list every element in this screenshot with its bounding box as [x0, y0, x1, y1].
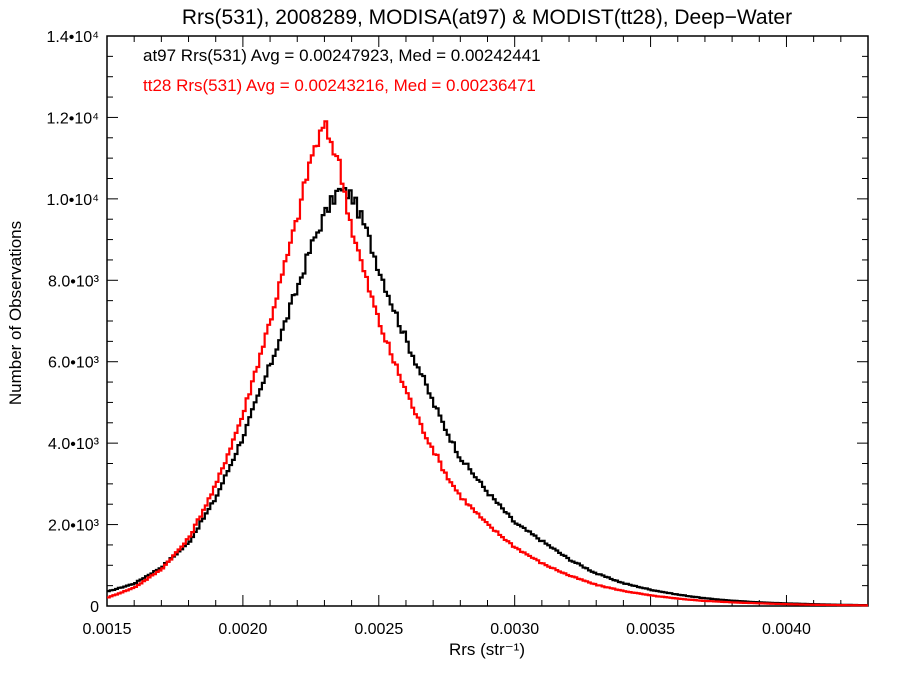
annotation-tt28: tt28 Rrs(531) Avg = 0.00243216, Med = 0.…: [143, 76, 536, 95]
y-tick-label: 6.0•10³: [48, 355, 100, 372]
y-tick-label: 0: [90, 599, 99, 616]
y-axis-label: Number of Observations: [6, 221, 25, 405]
x-tick-label: 0.0025: [354, 621, 403, 638]
y-tick-label: 1.0•10⁴: [46, 192, 99, 209]
annotation-at97: at97 Rrs(531) Avg = 0.00247923, Med = 0.…: [143, 46, 541, 65]
series-line-0: [107, 187, 868, 607]
x-tick-label: 0.0035: [626, 621, 675, 638]
x-tick-label: 0.0040: [762, 621, 811, 638]
plot-frame: [106, 35, 869, 607]
y-tick-label: 8.0•10³: [48, 273, 100, 290]
y-tick-label: 1.2•10⁴: [46, 110, 99, 127]
series-line-1: [107, 120, 868, 607]
y-tick-label: 1.4•10⁴: [46, 29, 99, 46]
x-tick-label: 0.0015: [83, 621, 132, 638]
x-tick-label: 0.0030: [490, 621, 539, 638]
chart-title: Rrs(531), 2008289, MODISA(at97) & MODIST…: [182, 6, 792, 29]
x-tick-label: 0.0020: [218, 621, 267, 638]
x-axis-label: Rrs (str⁻¹): [449, 640, 525, 659]
y-tick-label: 2.0•10³: [48, 518, 100, 535]
y-tick-label: 4.0•10³: [48, 436, 100, 453]
